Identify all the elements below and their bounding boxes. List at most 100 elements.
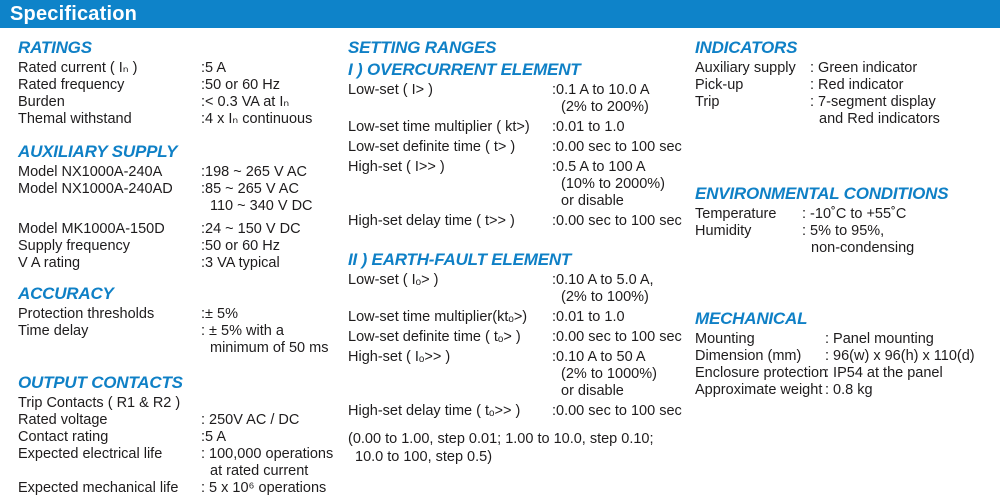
column-middle: SETTING RANGES I ) OVERCURRENT ELEMENT L… xyxy=(348,28,695,497)
column-left: RATINGS Rated current ( Iₙ ) :5 A Rated … xyxy=(18,28,348,497)
spec-label: Temperature xyxy=(695,206,777,222)
spec-label: Auxiliary supply xyxy=(695,60,796,76)
spec-value: : ± 5% with a minimum of 50 ms xyxy=(201,323,329,356)
spec-label: Model MK1000A-150D xyxy=(18,221,165,237)
spec-value: :3 VA typical xyxy=(201,255,280,271)
spec-label: Burden xyxy=(18,94,65,110)
section-overcurrent-title: I ) OVERCURRENT ELEMENT xyxy=(348,60,581,79)
spec-value: :± 5% xyxy=(201,306,238,322)
spec-value: :0.01 to 1.0 xyxy=(552,309,625,325)
spec-row: Enclosure protection : IP54 at the panel xyxy=(695,365,995,382)
section-earth-fault-title: II ) EARTH-FAULT ELEMENT xyxy=(348,250,572,269)
spec-value: :5 A xyxy=(201,60,226,76)
spec-row: Low-set ( Iₒ> ) :0.10 A to 5.0 A, (2% to… xyxy=(348,272,695,306)
section-output-contacts-title: OUTPUT CONTACTS xyxy=(18,373,183,392)
spec-value: :0.00 sec to 100 sec xyxy=(552,213,682,229)
spec-label: Expected mechanical life xyxy=(18,480,179,496)
spec-value: :< 0.3 VA at Iₙ xyxy=(201,94,290,110)
spec-label: Rated frequency xyxy=(18,77,125,93)
spec-row: Low-set time multiplier(ktₒ>) :0.01 to 1… xyxy=(348,309,695,326)
spec-row: Protection thresholds :± 5% xyxy=(18,306,348,323)
section-auxiliary-supply-title: AUXILIARY SUPPLY xyxy=(18,142,178,161)
spec-label: Rated current ( Iₙ ) xyxy=(18,60,138,76)
spec-columns: RATINGS Rated current ( Iₙ ) :5 A Rated … xyxy=(0,28,1000,497)
spec-row: Mounting : Panel mounting xyxy=(695,331,995,348)
spec-label: Humidity xyxy=(695,223,752,239)
section-ratings-title: RATINGS xyxy=(18,38,92,57)
spec-row: Model NX1000A-240AD :85 ~ 265 V AC 110 ~… xyxy=(18,181,348,215)
spec-label: Supply frequency xyxy=(18,238,131,254)
spec-row: Low-set time multiplier ( kt>) :0.01 to … xyxy=(348,119,695,136)
section-earth-fault: II ) EARTH-FAULT ELEMENT Low-set ( Iₒ> )… xyxy=(348,250,695,420)
spec-label: Enclosure protection xyxy=(695,365,828,381)
spec-value: : 7-segment display and Red indicators xyxy=(810,94,940,127)
spec-value: : 250V AC / DC xyxy=(201,412,300,428)
spec-row: Time delay : ± 5% with a minimum of 50 m… xyxy=(18,323,348,357)
spec-value: :50 or 60 Hz xyxy=(201,77,280,93)
spec-label: Low-set definite time ( tₒ> ) xyxy=(348,329,521,345)
spec-label: Pick-up xyxy=(695,77,744,93)
spec-row: High-set delay time ( t>> ) :0.00 sec to… xyxy=(348,213,695,230)
spec-label: High-set ( I>> ) xyxy=(348,159,445,175)
spec-row: Approximate weight : 0.8 kg xyxy=(695,382,995,399)
spec-row: Model NX1000A-240A :198 ~ 265 V AC xyxy=(18,164,348,181)
spec-row: Low-set ( I> ) :0.1 A to 10.0 A (2% to 2… xyxy=(348,82,695,116)
spec-value: :4 x Iₙ continuous xyxy=(201,111,313,127)
spec-label: Rated voltage xyxy=(18,412,108,428)
spec-value: : -10˚C to +55˚C xyxy=(802,206,907,222)
spec-row: Expected electrical life : 100,000 opera… xyxy=(18,446,348,480)
page-title-bar: Specification xyxy=(0,0,1000,28)
spec-value: :198 ~ 265 V AC xyxy=(201,164,308,180)
spec-row: Pick-up : Red indicator xyxy=(695,77,995,94)
spec-row: High-set ( Iₒ>> ) :0.10 A to 50 A (2% to… xyxy=(348,349,695,400)
spec-value: : IP54 at the panel xyxy=(825,365,943,381)
spec-label: Low-set ( I> ) xyxy=(348,82,434,98)
spec-row: Expected mechanical life : 5 x 10⁶ opera… xyxy=(18,480,348,497)
spec-value: :0.01 to 1.0 xyxy=(552,119,625,135)
section-setting-ranges-title: SETTING RANGES xyxy=(348,38,497,57)
spec-row: Model MK1000A-150D :24 ~ 150 V DC xyxy=(18,221,348,238)
spec-row: High-set delay time ( tₒ>> ) :0.00 sec t… xyxy=(348,403,695,420)
section-mechanical-title: MECHANICAL xyxy=(695,309,808,328)
spec-value: :0.10 A to 50 A (2% to 1000%) or disable xyxy=(552,349,657,399)
section-auxiliary-supply: AUXILIARY SUPPLY Model NX1000A-240A :198… xyxy=(18,142,348,272)
spec-value: : Green indicator xyxy=(810,60,918,76)
spec-value: :0.00 sec to 100 sec xyxy=(552,139,682,155)
spec-label: High-set ( Iₒ>> ) xyxy=(348,349,451,365)
spec-row: Temperature : -10˚C to +55˚C xyxy=(695,206,995,223)
spec-row: V A rating :3 VA typical xyxy=(18,255,348,272)
spec-value: :24 ~ 150 V DC xyxy=(201,221,301,237)
spec-value: :5 A xyxy=(201,429,226,445)
spec-label: High-set delay time ( t>> ) xyxy=(348,213,515,229)
spec-value xyxy=(201,395,348,412)
spec-label: Expected electrical life xyxy=(18,446,163,462)
spec-label: Contact rating xyxy=(18,429,109,445)
column-right: INDICATORS Auxiliary supply : Green indi… xyxy=(695,28,995,497)
section-ratings: RATINGS Rated current ( Iₙ ) :5 A Rated … xyxy=(18,38,348,128)
spec-row: Rated voltage : 250V AC / DC xyxy=(18,412,348,429)
spec-label: Trip Contacts ( R1 & R2 ) xyxy=(18,395,181,411)
spec-label: Low-set ( Iₒ> ) xyxy=(348,272,439,288)
spec-row: Trip Contacts ( R1 & R2 ) xyxy=(18,395,348,412)
spec-value: : 0.8 kg xyxy=(825,382,873,398)
spec-value: : Red indicator xyxy=(810,77,904,93)
spec-row: Auxiliary supply : Green indicator xyxy=(695,60,995,77)
spec-label: Low-set time multiplier ( kt>) xyxy=(348,119,530,135)
spec-value: :0.00 sec to 100 sec xyxy=(552,329,682,345)
spec-label: V A rating xyxy=(18,255,81,271)
spec-label: Model NX1000A-240A xyxy=(18,164,163,180)
spec-row: Low-set definite time ( t> ) :0.00 sec t… xyxy=(348,139,695,156)
section-indicators: INDICATORS Auxiliary supply : Green indi… xyxy=(695,38,995,128)
spec-value: :50 or 60 Hz xyxy=(201,238,280,254)
spec-label: Time delay xyxy=(18,323,89,339)
spec-row: Trip : 7-segment display and Red indicat… xyxy=(695,94,995,128)
spec-row: Humidity : 5% to 95%, non-condensing xyxy=(695,223,995,257)
spec-label: Themal withstand xyxy=(18,111,132,127)
section-overcurrent: I ) OVERCURRENT ELEMENT Low-set ( I> ) :… xyxy=(348,60,695,230)
spec-value: : 100,000 operations at rated current xyxy=(201,446,334,479)
spec-row: Themal withstand :4 x Iₙ continuous xyxy=(18,111,348,128)
spec-value: :0.10 A to 5.0 A, (2% to 100%) xyxy=(552,272,654,305)
section-accuracy-title: ACCURACY xyxy=(18,284,114,303)
spec-label: Approximate weight xyxy=(695,382,823,398)
spec-label: Mounting xyxy=(695,331,755,347)
